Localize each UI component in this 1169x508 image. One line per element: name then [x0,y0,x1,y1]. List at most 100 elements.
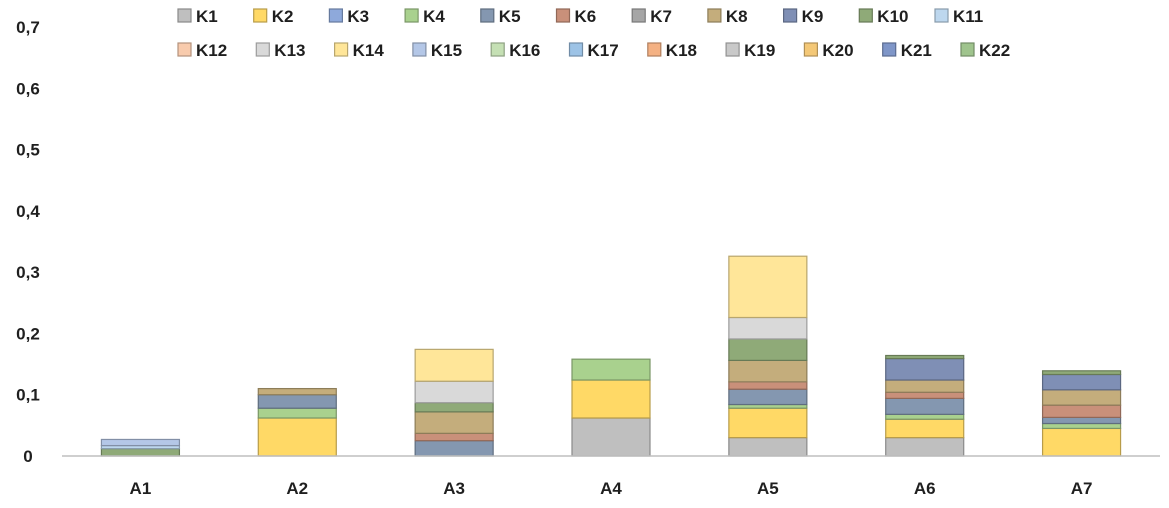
bar-segment-a3-k10 [414,402,494,413]
bar-segment-a7-k9 [1041,373,1122,391]
legend-item-k3: K3 [328,7,369,26]
bar-segment-a5-k2 [728,407,808,439]
legend-label: K9 [802,7,824,26]
legend-swatch [568,42,584,57]
legend-swatch [490,42,505,57]
legend-item-k9: K9 [782,7,824,26]
legend-item-k22: K22 [960,41,1010,60]
legend-swatch [404,8,419,23]
legend-item-k13: K13 [255,41,305,60]
y-tick-label: 0,4 [16,202,40,221]
bar-segment-a5-k6 [728,381,808,390]
y-tick-label: 0 [23,447,32,466]
legend-label: K6 [575,7,597,26]
legend-label: K8 [726,7,748,26]
x-tick-label: A1 [130,479,152,498]
legend-label: K5 [499,7,521,26]
bars [100,255,1122,457]
bar-segment-a6-k10 [885,354,965,360]
legend-item-k19: K19 [725,41,775,60]
y-tick-label: 0,3 [16,263,40,282]
x-tick-label: A2 [286,479,308,498]
bar-segment-a6-k8 [885,379,965,393]
legend-label: K13 [274,41,305,60]
legend-item-k11: K11 [934,7,983,26]
legend-label: K19 [744,41,775,60]
legend-item-k12: K12 [177,41,227,60]
legend-item-k15: K15 [412,41,462,60]
bar-segment-a3-k8 [414,411,494,434]
legend-label: K7 [650,7,672,26]
legend-swatch [328,8,343,23]
bar-segment-a3-k5 [414,440,494,457]
x-tick-label: A4 [600,479,622,498]
x-tick-label: A5 [757,479,779,498]
bar-stack-a2 [257,387,337,457]
y-tick-label: 0,5 [16,141,40,160]
legend-label: K4 [423,7,445,26]
bar-segment-a3-k13 [414,380,494,404]
bar-segment-a4-k1 [571,417,651,457]
legend-swatch [803,42,819,57]
bar-segment-a5-k8 [728,359,808,383]
x-tick-label: A7 [1071,479,1093,498]
legend-label: K17 [588,41,619,60]
bar-segment-a4-k2 [571,379,651,419]
bar-segment-a7-k6 [1041,404,1122,418]
bar-segment-a7-k8 [1041,389,1122,406]
legend-swatch [725,42,740,57]
legend-item-k8: K8 [707,7,748,26]
bar-segment-a6-k4 [885,413,965,420]
y-tick-label: 0,1 [16,386,40,405]
legend-item-k5: K5 [480,7,521,26]
legend-item-k2: K2 [253,7,293,26]
bar-segment-a5-k5 [728,388,808,406]
legend-swatch [882,42,897,57]
legend-label: K22 [979,41,1010,60]
bar-segment-a7-k4 [1041,422,1122,430]
bar-segment-a1-k15 [100,438,181,447]
legend: K1 K2 K3 K4 K5 K6 K7 K8 K9 K10 K11 K12 K13 K14 K15 K16 K… [177,7,1010,60]
bar-segment-a2-k5 [257,394,337,409]
legend-swatch [858,8,873,23]
bar-segment-a7-k10 [1041,370,1122,376]
legend-label: K11 [953,7,983,26]
bar-segment-a7-k5 [1041,416,1122,425]
legend-swatch [334,42,349,57]
y-axis: 0 0,1 0,2 0,3 0,4 0,5 0,6 0,7 [16,18,40,466]
bar-segment-a2-k8 [257,387,337,396]
legend-item-k10: K10 [858,7,908,26]
legend-label: K18 [666,41,697,60]
legend-swatch [177,42,192,57]
bar-segment-a7-k2 [1041,427,1122,457]
legend-swatch [255,42,270,57]
legend-label: K15 [431,41,462,60]
legend-item-k4: K4 [404,7,445,26]
legend-swatch [177,8,192,23]
legend-swatch [960,42,975,57]
x-axis: A1 A2 A3 A4 A5 A6 A7 [62,455,1160,498]
legend-item-k17: K17 [568,41,619,60]
bar-segment-a2-k2 [257,417,337,457]
bar-stack-a6 [885,354,965,457]
legend-item-k16: K16 [490,41,540,60]
bar-stack-a5 [728,255,808,457]
legend-swatch [647,42,662,57]
bar-segment-a1-k10 [100,448,181,457]
legend-item-k6: K6 [555,7,597,26]
bar-segment-a5-k14 [728,255,808,319]
bar-segment-a6-k1 [885,437,965,457]
y-tick-label: 0,2 [16,324,40,343]
legend-swatch [782,8,798,23]
x-tick-label: A3 [443,479,465,498]
bar-stack-a4 [571,358,651,457]
legend-label: K21 [901,41,932,60]
bar-segment-a5-k13 [728,316,808,340]
legend-item-k20: K20 [803,41,854,60]
bar-segment-a2-k4 [257,407,337,419]
bar-segment-a4-k4 [571,358,651,381]
legend-label: K16 [509,41,540,60]
bar-segment-a6-k6 [885,391,965,399]
